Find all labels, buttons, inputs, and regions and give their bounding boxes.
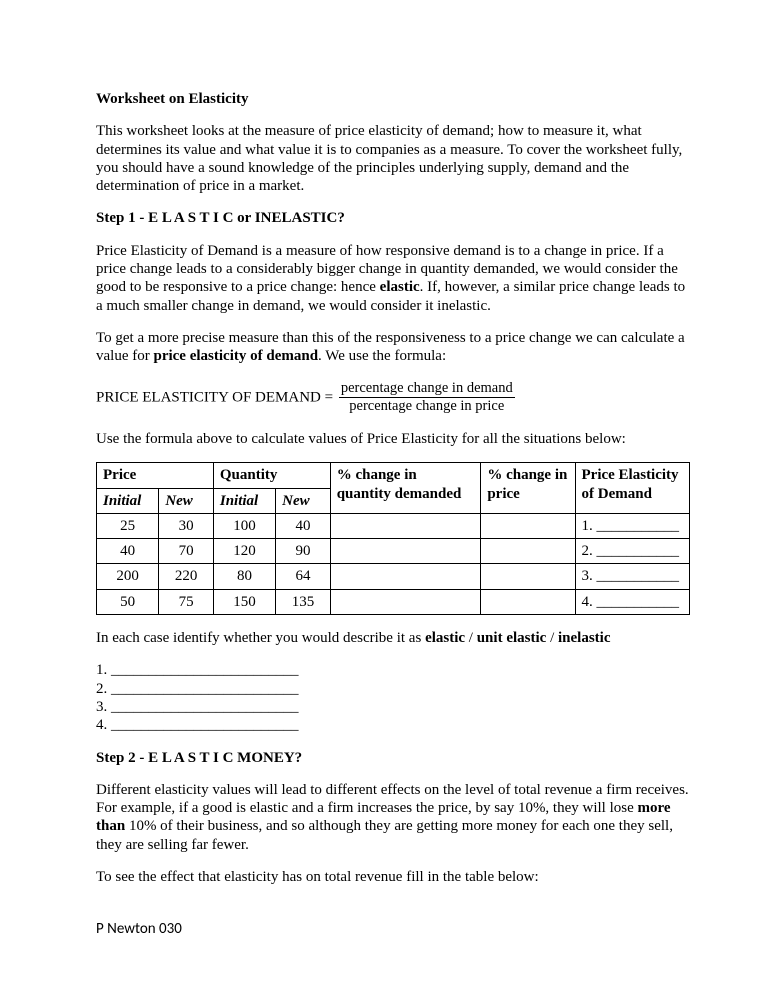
col-quantity: Quantity [213,463,330,488]
sep: / [465,630,477,646]
cell-qty-new: 64 [276,564,331,589]
table-row: 25 30 100 40 1. ___________ [97,513,690,538]
col-price-initial: Initial [97,488,159,513]
ped-formula: PRICE ELASTICITY OF DEMAND = percentage … [96,380,690,416]
cell-price-initial: 200 [97,564,159,589]
cell-pct-price[interactable] [481,539,575,564]
cell-ped[interactable]: 2. ___________ [575,539,690,564]
cell-pct-qty[interactable] [330,589,481,614]
cell-ped[interactable]: 3. ___________ [575,564,690,589]
cell-price-initial: 40 [97,539,159,564]
page-title: Worksheet on Elasticity [96,90,690,108]
answer-lines: 1. _________________________ 2. ________… [96,661,690,734]
cell-price-new: 75 [159,589,214,614]
text: 10% of their business, and so although t… [96,818,673,852]
table-row: 200 220 80 64 3. ___________ [97,564,690,589]
step1-paragraph-2: To get a more precise measure than this … [96,329,690,366]
formula-numerator: percentage change in demand [339,380,515,399]
page-footer: P Newton 030 [96,920,182,938]
cell-qty-initial: 120 [213,539,275,564]
elasticity-table: Price Quantity % change in quantity dema… [96,462,690,615]
cell-price-new: 70 [159,539,214,564]
answer-line[interactable]: 3. _________________________ [96,698,690,716]
cell-qty-new: 90 [276,539,331,564]
step1-heading: Step 1 - E L A S T I C or INELASTIC? [96,209,690,227]
col-qty-initial: Initial [213,488,275,513]
classify-instruction: In each case identify whether you would … [96,629,690,647]
cell-pct-price[interactable] [481,513,575,538]
table-row: 50 75 150 135 4. ___________ [97,589,690,614]
opt-elastic: elastic [425,630,465,646]
cell-pct-qty[interactable] [330,539,481,564]
cell-pct-qty[interactable] [330,513,481,538]
text: . We use the formula: [318,348,446,364]
text: Different elasticity values will lead to… [96,782,689,816]
answer-line[interactable]: 2. _________________________ [96,680,690,698]
cell-pct-qty[interactable] [330,564,481,589]
answer-line[interactable]: 4. _________________________ [96,716,690,734]
col-qty-new: New [276,488,331,513]
col-pct-price: % change in price [481,463,575,514]
text: In each case identify whether you would … [96,630,425,646]
opt-unit-elastic: unit elastic [477,630,547,646]
cell-price-new: 220 [159,564,214,589]
cell-qty-initial: 150 [213,589,275,614]
formula-denominator: percentage change in price [339,398,515,416]
cell-qty-new: 135 [276,589,331,614]
cell-price-new: 30 [159,513,214,538]
cell-qty-initial: 80 [213,564,275,589]
cell-ped[interactable]: 4. ___________ [575,589,690,614]
col-ped: Price Elasticity of Demand [575,463,690,514]
step2-heading: Step 2 - E L A S T I C MONEY? [96,749,690,767]
step1-paragraph-3: Use the formula above to calculate value… [96,430,690,448]
opt-inelastic: inelastic [558,630,611,646]
sep: / [546,630,558,646]
cell-pct-price[interactable] [481,589,575,614]
col-pct-qty: % change in quantity demanded [330,463,481,514]
col-price: Price [97,463,214,488]
cell-price-initial: 25 [97,513,159,538]
col-price-new: New [159,488,214,513]
cell-price-initial: 50 [97,589,159,614]
intro-paragraph: This worksheet looks at the measure of p… [96,122,690,195]
cell-ped[interactable]: 1. ___________ [575,513,690,538]
table-header-row-1: Price Quantity % change in quantity dema… [97,463,690,488]
cell-qty-initial: 100 [213,513,275,538]
formula-lhs: PRICE ELASTICITY OF DEMAND = [96,389,333,405]
formula-fraction: percentage change in demand percentage c… [339,380,515,416]
cell-qty-new: 40 [276,513,331,538]
cell-pct-price[interactable] [481,564,575,589]
answer-line[interactable]: 1. _________________________ [96,661,690,679]
step2-paragraph-2: To see the effect that elasticity has on… [96,868,690,886]
step1-paragraph-1: Price Elasticity of Demand is a measure … [96,242,690,315]
elastic-word: elastic [380,279,420,295]
table-row: 40 70 120 90 2. ___________ [97,539,690,564]
ped-term: price elasticity of demand [153,348,318,364]
step2-paragraph-1: Different elasticity values will lead to… [96,781,690,854]
